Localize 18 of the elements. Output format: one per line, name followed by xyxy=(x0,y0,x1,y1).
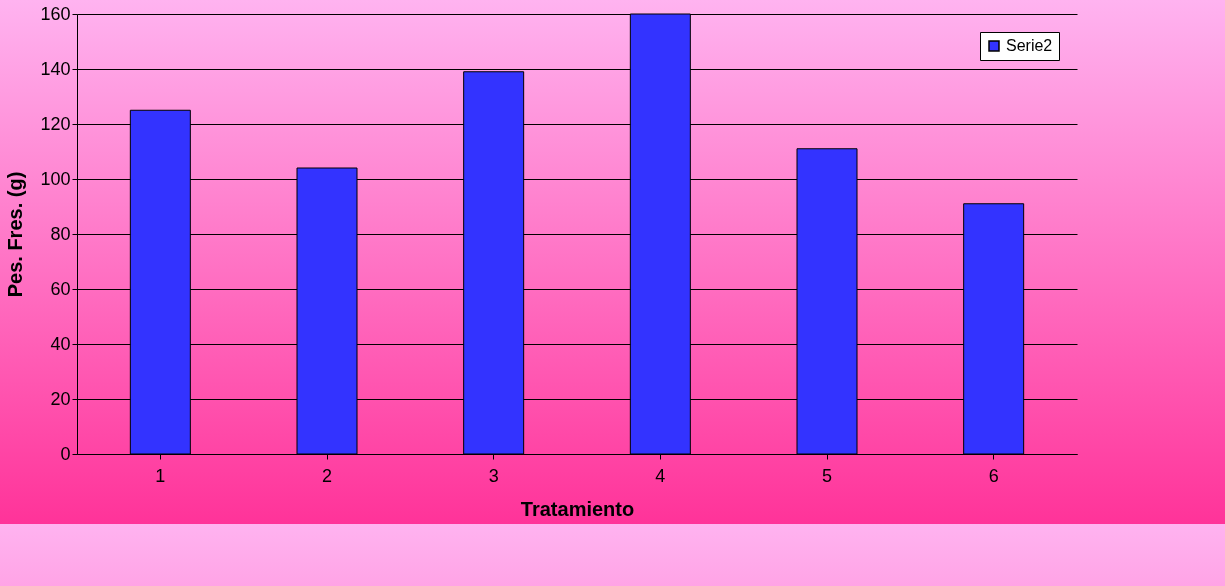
y-tick-label: 60 xyxy=(50,278,71,299)
x-tick-label: 1 xyxy=(155,465,166,486)
y-tick-label: 0 xyxy=(60,443,71,464)
legend-label: Serie2 xyxy=(1006,37,1053,54)
y-tick-label: 40 xyxy=(50,333,71,354)
y-axis-title: Pes. Fres. (g) xyxy=(4,171,27,298)
y-tick-label: 140 xyxy=(40,58,71,79)
x-tick-label: 2 xyxy=(321,465,333,486)
y-tick-label: 120 xyxy=(40,113,71,134)
x-tick-label: 5 xyxy=(821,465,833,486)
y-tick-label: 80 xyxy=(50,223,71,244)
x-tick-label: 4 xyxy=(655,465,666,486)
x-axis-title: Tratamiento xyxy=(520,497,635,520)
y-tick-label: 100 xyxy=(40,168,71,189)
y-tick-label: 160 xyxy=(40,3,71,24)
x-tick-label: 6 xyxy=(988,465,999,486)
y-tick-label: 20 xyxy=(50,388,71,409)
x-tick-label: 3 xyxy=(488,465,499,486)
